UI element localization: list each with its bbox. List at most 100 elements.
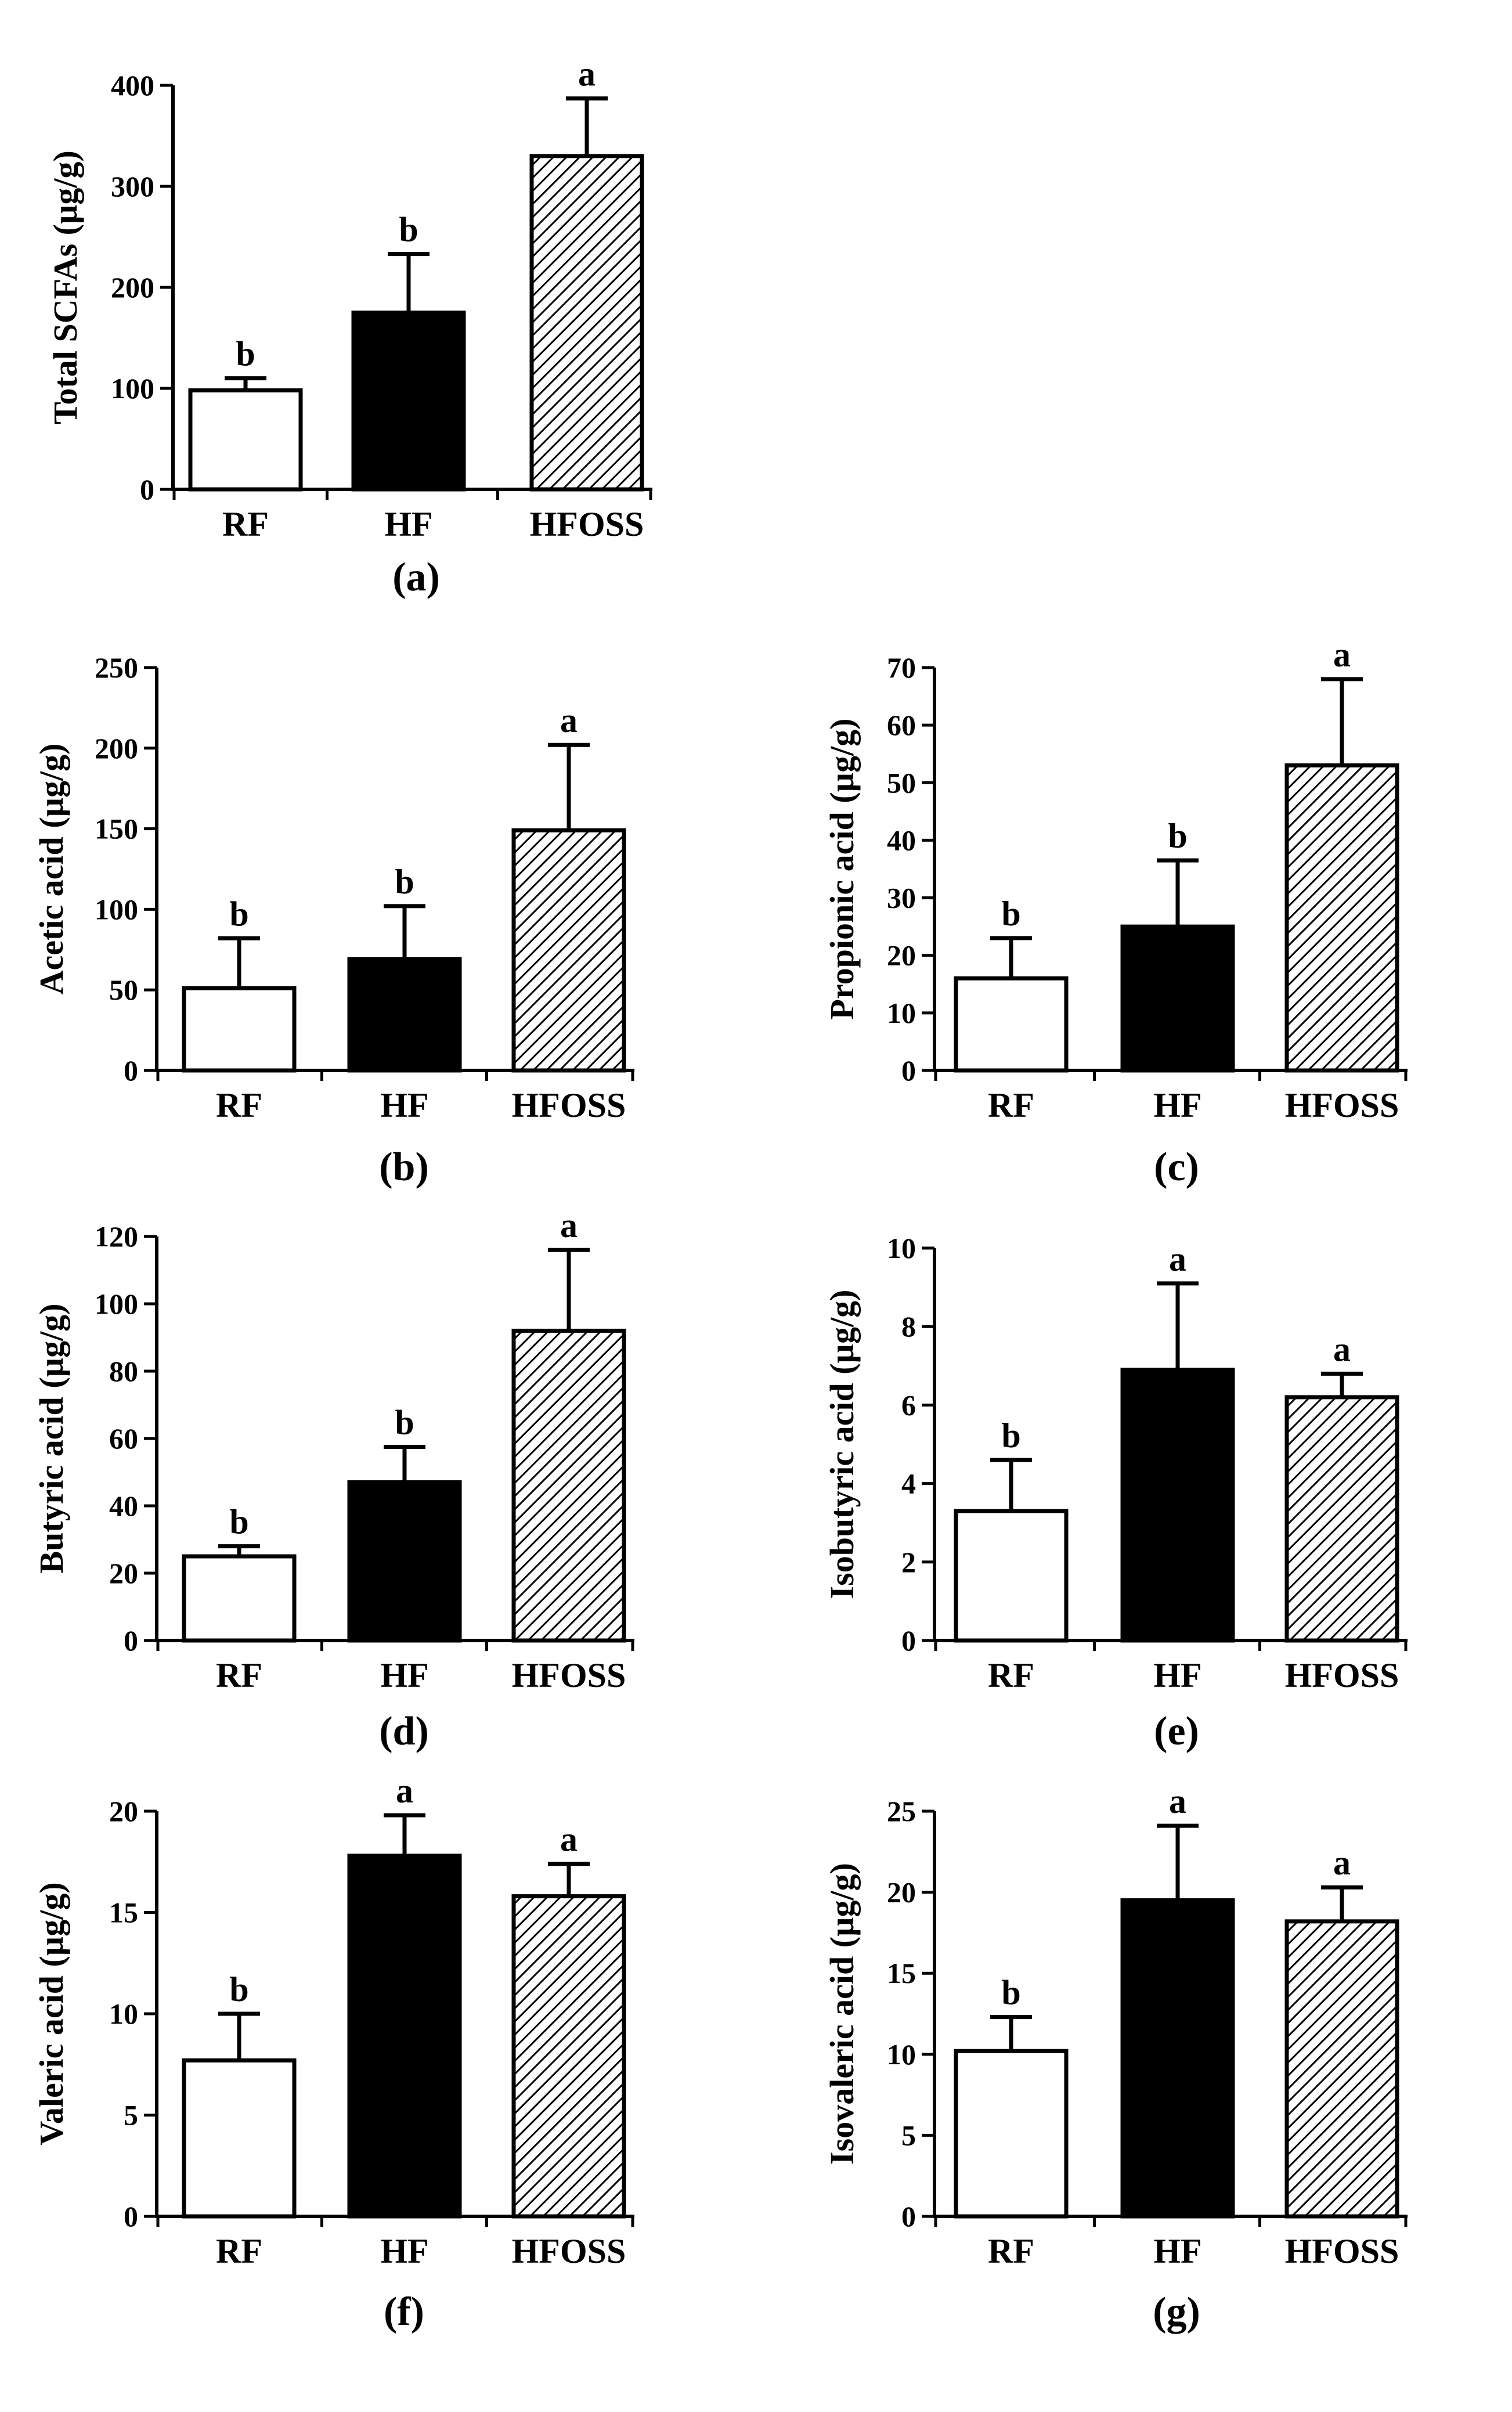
panel-g-y-tick-label-0: 0 xyxy=(901,2200,916,2233)
panel-g-significance-hf: a xyxy=(1169,1782,1186,1820)
panel-d-y-axis-title: Butyric acid (µg/g) xyxy=(33,1303,70,1573)
panel-c-y-tick-label-10: 10 xyxy=(887,997,916,1029)
panel-e-y-axis-title: Isobutyric acid (µg/g) xyxy=(823,1290,861,1599)
panel-d-y-tick-label-80: 80 xyxy=(109,1355,138,1387)
panel-f-category-label-hfoss: HFOSS xyxy=(512,2232,626,2270)
panel-c-y-tick-label-20: 20 xyxy=(887,939,916,972)
panel-a-bar-rf xyxy=(188,388,303,492)
panel-b-category-label-hf: HF xyxy=(380,1086,428,1124)
panel-e-category-label-hf: HF xyxy=(1153,1656,1201,1694)
panel-g-y-tick-label-10: 10 xyxy=(887,2038,916,2071)
panel-g-significance-rf: b xyxy=(1001,1974,1020,2012)
panel-e-category-label-hfoss: HFOSS xyxy=(1285,1656,1399,1694)
panel-c-y-tick-label-60: 60 xyxy=(887,709,916,741)
panel-e-y-tick-label-10: 10 xyxy=(887,1232,916,1264)
panel-g-bar-hf xyxy=(1120,1898,1235,2219)
panel-c-y-axis-title: Propionic acid (µg/g) xyxy=(823,719,861,1020)
panel-d-significance-hf: b xyxy=(395,1404,414,1442)
panel-a-y-tick-label-100: 100 xyxy=(111,372,154,405)
panel-a-significance-hf: b xyxy=(399,211,418,249)
panel-a-significance-hfoss: a xyxy=(578,55,596,93)
panel-f-bar-hfoss xyxy=(511,1894,626,2219)
panel-d-bar-hfoss xyxy=(511,1328,626,1643)
panel-g-bar-rf xyxy=(954,2049,1069,2219)
panel-c-category-label-rf: RF xyxy=(988,1086,1034,1124)
panel-a-y-tick-label-0: 0 xyxy=(140,473,154,506)
panel-a-significance-rf: b xyxy=(236,335,255,373)
panel-f-y-tick-label-15: 15 xyxy=(109,1897,138,1929)
panel-e-category-label-rf: RF xyxy=(988,1656,1034,1694)
panel-b-significance-hf: b xyxy=(395,863,414,901)
panel-c-y-tick-label-40: 40 xyxy=(887,824,916,856)
panel-f-significance-rf: b xyxy=(229,1970,248,2009)
panel-g-label: (g) xyxy=(1153,2290,1200,2334)
panel-d-bar-rf xyxy=(182,1554,297,1643)
panel-c-significance-hf: b xyxy=(1168,817,1187,855)
panel-d-y-tick-label-0: 0 xyxy=(124,1624,138,1657)
panel-c-significance-rf: b xyxy=(1001,895,1020,933)
panel-c-y-tick-label-70: 70 xyxy=(887,651,916,684)
panel-e-significance-hf: a xyxy=(1169,1240,1186,1278)
panel-f-category-label-hf: HF xyxy=(380,2232,428,2270)
panel-b-y-tick-label-50: 50 xyxy=(109,974,138,1006)
panel-d-category-label-hf: HF xyxy=(380,1656,428,1694)
panel-a-bar-hfoss xyxy=(529,154,644,492)
panel-a-bar-hf xyxy=(351,311,466,492)
panel-a-category-label-rf: RF xyxy=(222,505,269,543)
panel-d-significance-hfoss: a xyxy=(560,1206,578,1245)
panel-d-category-label-rf: RF xyxy=(216,1656,262,1694)
panel-d-significance-rf: b xyxy=(229,1503,248,1541)
panel-a-y-tick-label-300: 300 xyxy=(111,170,154,203)
panel-b-y-tick-label-250: 250 xyxy=(95,651,138,684)
panel-g-y-axis-title: Isovaleric acid (µg/g) xyxy=(823,1863,861,2165)
panel-e-bar-hfoss xyxy=(1284,1395,1399,1643)
panel-d-y-tick-label-100: 100 xyxy=(95,1288,138,1320)
panel-f-bar-rf xyxy=(182,2058,297,2219)
panel-b-category-label-hfoss: HFOSS xyxy=(512,1086,626,1124)
panel-g-significance-hfoss: a xyxy=(1333,1844,1351,1882)
panel-e-y-tick-label-6: 6 xyxy=(901,1389,916,1421)
panel-b-bar-hf xyxy=(347,957,462,1073)
panel-f-category-label-rf: RF xyxy=(216,2232,262,2270)
panel-b-y-tick-label-150: 150 xyxy=(95,813,138,845)
panel-e-bar-hf xyxy=(1120,1368,1235,1643)
panel-e-label: (e) xyxy=(1154,1709,1199,1754)
panel-d-y-tick-label-20: 20 xyxy=(109,1557,138,1589)
panel-d-y-tick-label-120: 120 xyxy=(95,1220,138,1253)
panel-f-significance-hfoss: a xyxy=(560,1820,578,1859)
panel-c-significance-hfoss: a xyxy=(1333,636,1351,674)
panel-e-y-tick-label-0: 0 xyxy=(901,1624,916,1657)
panel-d-bar-hf xyxy=(347,1480,462,1643)
panel-b-y-tick-label-0: 0 xyxy=(124,1054,138,1087)
panel-f-y-tick-label-5: 5 xyxy=(124,2099,138,2132)
panel-d-y-tick-label-60: 60 xyxy=(109,1422,138,1455)
panel-a-label: (a) xyxy=(392,555,440,600)
panel-g-category-label-hfoss: HFOSS xyxy=(1285,2232,1399,2270)
panel-e-significance-rf: b xyxy=(1001,1416,1020,1455)
panel-b-label: (b) xyxy=(379,1145,429,1189)
panel-g-y-tick-label-15: 15 xyxy=(887,1957,916,1989)
panel-c-label: (c) xyxy=(1154,1145,1199,1189)
panel-g-category-label-hf: HF xyxy=(1153,2232,1201,2270)
panel-b-bar-rf xyxy=(182,986,297,1073)
panel-f-y-tick-label-10: 10 xyxy=(109,1998,138,2030)
panel-b-significance-rf: b xyxy=(229,895,248,933)
panel-a-y-axis-title: Total SCFAs (µg/g) xyxy=(46,150,84,424)
panel-b-y-axis-title: Acetic acid (µg/g) xyxy=(33,744,70,995)
panel-f-y-tick-label-20: 20 xyxy=(109,1795,138,1827)
panel-d-y-tick-label-40: 40 xyxy=(109,1490,138,1522)
panel-e-significance-hfoss: a xyxy=(1333,1330,1351,1368)
panel-a-category-label-hfoss: HFOSS xyxy=(530,505,644,543)
panel-g-category-label-rf: RF xyxy=(988,2232,1034,2270)
panel-c-y-tick-label-0: 0 xyxy=(901,1054,916,1087)
panel-a-category-label-hf: HF xyxy=(384,505,432,543)
panel-b-y-tick-label-100: 100 xyxy=(95,893,138,925)
panel-e-y-tick-label-8: 8 xyxy=(901,1310,916,1343)
panel-c-bar-hfoss xyxy=(1284,763,1399,1073)
panel-d-category-label-hfoss: HFOSS xyxy=(512,1656,626,1694)
panel-e-bar-rf xyxy=(954,1509,1069,1643)
panel-c-bar-rf xyxy=(954,976,1069,1073)
panel-b-significance-hfoss: a xyxy=(560,701,578,740)
